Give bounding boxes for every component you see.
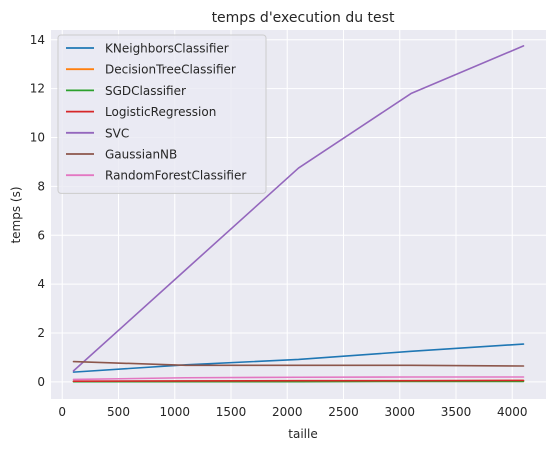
x-tick-label: 1000 [159, 405, 190, 419]
legend-label: SGDClassifier [105, 84, 186, 98]
y-tick-label: 10 [30, 131, 45, 145]
legend-label: RandomForestClassifier [105, 169, 246, 183]
series-lines [72, 45, 525, 383]
legend-label: DecisionTreeClassifier [105, 63, 236, 77]
x-tick-label: 3500 [441, 405, 472, 419]
x-axis-label: taille [288, 427, 317, 441]
y-axis-label: temps (s) [9, 186, 23, 243]
legend-label: KNeighborsClassifier [105, 42, 229, 56]
y-tick-label: 14 [30, 33, 45, 47]
grid [51, 30, 546, 399]
series-line-RandomForestClassifier [72, 376, 525, 381]
y-tick-label: 0 [37, 375, 45, 389]
y-tick-label: 8 [37, 179, 45, 193]
series-line-GaussianNB [72, 360, 525, 367]
y-tick-label: 2 [37, 326, 45, 340]
legend: KNeighborsClassifier DecisionTreeClassifi… [57, 34, 267, 194]
x-tick-label: 1500 [216, 405, 247, 419]
x-tick-labels: 0 500 1000 1500 2000 2500 3000 3500 4000 [58, 405, 527, 419]
x-tick-label: 4000 [497, 405, 528, 419]
series-line-LogisticRegression [72, 379, 525, 382]
x-tick-label: 0 [58, 405, 66, 419]
legend-label: LogisticRegression [105, 105, 216, 119]
series-line-KNeighborsClassifier [72, 343, 525, 373]
y-tick-labels: 0 2 4 6 8 10 12 14 [30, 33, 45, 389]
legend-label: SVC [105, 126, 129, 140]
x-tick-label: 500 [107, 405, 130, 419]
legend-box [57, 34, 267, 194]
x-tick-label: 2500 [328, 405, 359, 419]
chart-title: temps d'execution du test [212, 10, 395, 26]
legend-label: GaussianNB [105, 148, 177, 162]
y-tick-label: 6 [37, 228, 45, 242]
y-tick-label: 4 [37, 277, 45, 291]
x-tick-label: 3000 [384, 405, 415, 419]
y-tick-label: 12 [30, 82, 45, 96]
x-tick-label: 2000 [272, 405, 303, 419]
series-line-SVC [72, 45, 525, 372]
